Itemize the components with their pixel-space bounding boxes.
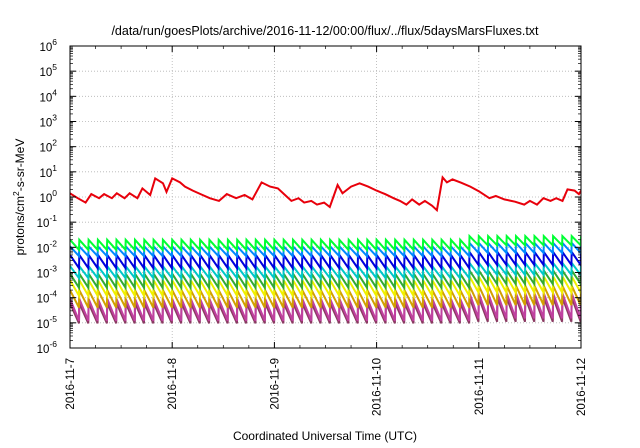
chart-title: /data/run/goesPlots/archive/2016-11-12/0… [111, 24, 539, 38]
series-line [70, 233, 581, 253]
y-tick-label: 105 [39, 62, 57, 79]
y-tick-label: 101 [39, 163, 57, 180]
x-tick-label: 2016-11-12 [576, 358, 588, 416]
y-tick-label: 10-4 [37, 289, 58, 306]
y-axis-label-rest: -s-sr-MeV [13, 139, 27, 192]
y-tick-label: 104 [39, 87, 57, 104]
y-tick-label: 10-1 [37, 213, 58, 230]
x-tick-label: 2016-11-9 [269, 358, 281, 410]
y-tick-label: 100 [39, 188, 57, 205]
x-tick-label: 2016-11-7 [65, 358, 77, 410]
x-axis-ticks: 2016-11-7 2016-11-8 2016-11-9 2016-11-10 201… [65, 46, 588, 416]
x-axis-label: Coordinated Universal Time (UTC) [233, 429, 417, 443]
y-tick-label: 10-6 [37, 339, 58, 356]
y-tick-label: 102 [39, 138, 57, 155]
y-tick-label: 10-3 [37, 264, 58, 281]
y-axis-label-sup: 2 [11, 191, 21, 196]
x-tick-label: 2016-11-8 [167, 358, 179, 410]
y-tick-label: 106 [39, 37, 57, 54]
series-lines [70, 175, 581, 324]
y-axis-label: protons/cm2-s-sr-MeV [11, 139, 27, 256]
x-tick-label: 2016-11-11 [474, 358, 486, 415]
x-tick-label: 2016-11-10 [372, 358, 384, 416]
series-line [70, 175, 581, 213]
y-axis-label-base: protons/cm [13, 196, 27, 255]
y-axis-ticks: 10-6 10-5 10-4 10-3 10-2 10-1 100 101 102 103 104 1… [37, 37, 581, 356]
series-line [70, 248, 581, 272]
y-tick-label: 103 [39, 113, 57, 130]
y-tick-label: 10-5 [37, 314, 58, 331]
y-tick-label: 10-2 [37, 238, 58, 255]
